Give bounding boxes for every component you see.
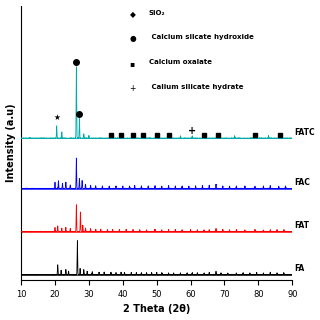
Text: Calcium oxalate: Calcium oxalate — [148, 59, 212, 65]
Text: Calcium silcate hydroxide: Calcium silcate hydroxide — [148, 34, 253, 40]
Text: FATC: FATC — [294, 128, 315, 137]
Text: Calium silicate hydrate: Calium silicate hydrate — [148, 84, 243, 90]
Text: ▪: ▪ — [130, 59, 135, 68]
Text: FA: FA — [294, 264, 304, 273]
Y-axis label: Intensity (a.u): Intensity (a.u) — [5, 104, 16, 182]
X-axis label: 2 Theta (2θ): 2 Theta (2θ) — [123, 304, 190, 315]
Text: ★: ★ — [53, 113, 60, 122]
Text: FAT: FAT — [294, 221, 309, 230]
Text: +: + — [188, 125, 196, 135]
Text: +: + — [130, 84, 136, 93]
Text: SiO₂: SiO₂ — [148, 10, 165, 16]
Text: ●: ● — [130, 34, 136, 44]
Text: ◆: ◆ — [130, 10, 135, 19]
Text: FAC: FAC — [294, 178, 310, 187]
